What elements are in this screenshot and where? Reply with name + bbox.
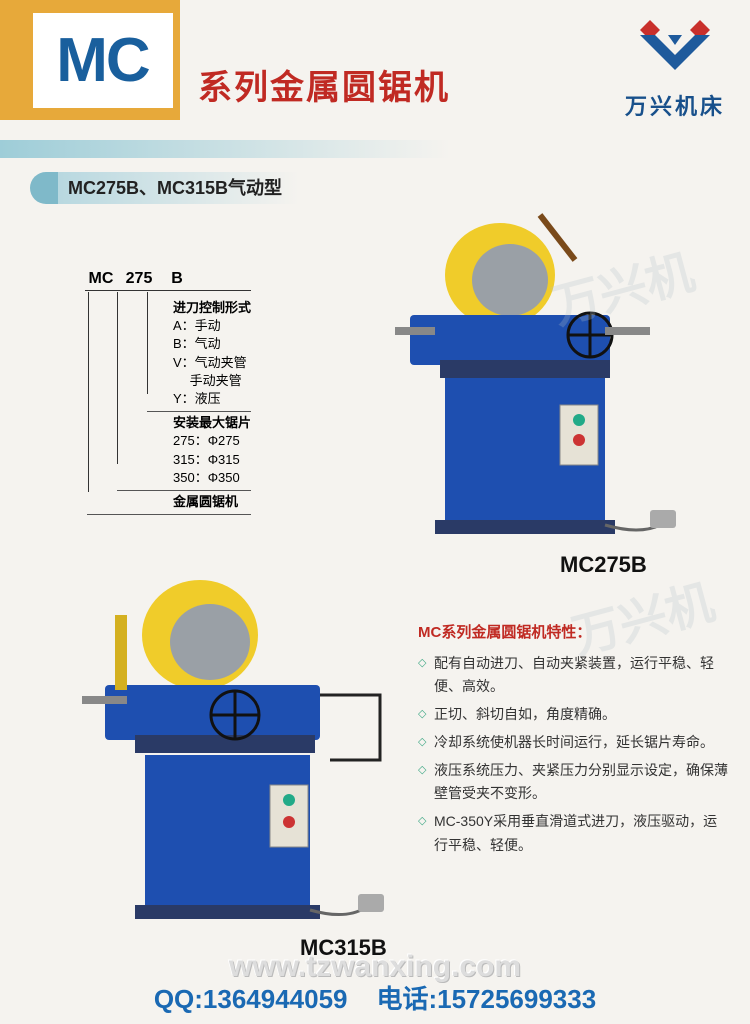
key-line: 350：Φ350	[173, 469, 251, 487]
model-code: MC 275 B	[85, 270, 251, 291]
key-group-title: 进刀控制形式	[173, 299, 251, 317]
key-group-title: 金属圆锯机	[173, 493, 251, 511]
key-line: A：手动	[173, 317, 251, 335]
qq-label: QQ:	[154, 984, 203, 1014]
divider-bar	[0, 140, 750, 158]
code-part: 275	[123, 270, 155, 288]
model-label-1: MC275B	[560, 552, 647, 578]
features-block: MC系列金属圆锯机特性： 配有自动进刀、自动夹紧装置，运行平稳、轻便、高效。正切…	[418, 620, 728, 862]
qq-value: 1364944059	[203, 984, 348, 1014]
feature-item: 液压系统压力、夹紧压力分别显示设定，确保薄壁管受夹不变形。	[418, 759, 728, 807]
key-line: Y：液压	[173, 390, 251, 408]
pill-cap	[30, 172, 58, 204]
feature-item: 正切、斜切自如，角度精确。	[418, 703, 728, 727]
features-title: MC系列金属圆锯机特性：	[418, 620, 728, 646]
feature-item: 冷却系统使机器长时间运行，延长锯片寿命。	[418, 731, 728, 755]
brand-logo-icon	[620, 15, 730, 80]
key-line: 315：Φ315	[173, 451, 251, 469]
feature-item: MC-350Y采用垂直滑道式进刀，液压驱动，运行平稳、轻便。	[418, 810, 728, 858]
phone-label: 电话:	[376, 984, 437, 1014]
key-line: 手动夹管	[173, 372, 251, 390]
code-part: B	[161, 270, 193, 288]
logo-area: 万兴机床	[620, 15, 730, 121]
mc-badge: MC	[0, 0, 180, 120]
code-part: MC	[85, 270, 117, 288]
mc-label: MC	[56, 25, 148, 96]
key-group: 安装最大锯片275：Φ275315：Φ315350：Φ350	[117, 412, 251, 491]
phone-value: 15725699333	[437, 984, 596, 1014]
brand-name: 万兴机床	[620, 89, 730, 121]
key-line: B：气动	[173, 335, 251, 353]
key-group: 进刀控制形式A：手动B：气动V：气动夹管 手动夹管Y：液压	[147, 297, 251, 412]
feature-item: 配有自动进刀、自动夹紧装置，运行平稳、轻便、高效。	[418, 652, 728, 700]
page-title: 系列金属圆锯机	[198, 60, 450, 109]
key-group-title: 安装最大锯片	[173, 414, 251, 432]
key-line: 275：Φ275	[173, 432, 251, 450]
key-group: 金属圆锯机	[87, 491, 251, 515]
machine-image-mc275b	[380, 205, 680, 545]
features-list: 配有自动进刀、自动夹紧装置，运行平稳、轻便、高效。正切、斜切自如，角度精确。冷却…	[418, 652, 728, 858]
header: MC 系列金属圆锯机 万兴机床	[0, 0, 750, 140]
subtitle: MC275B、MC315B气动型	[58, 172, 402, 204]
key-line: V：气动夹管	[173, 354, 251, 372]
contact-line: QQ:1364944059 电话:15725699333	[0, 979, 750, 1016]
model-key-diagram: MC 275 B 进刀控制形式A：手动B：气动V：气动夹管 手动夹管Y：液压安装…	[85, 270, 251, 515]
subtitle-row: MC275B、MC315B气动型	[0, 172, 750, 204]
key-groups: 进刀控制形式A：手动B：气动V：气动夹管 手动夹管Y：液压安装最大锯片275：Φ…	[85, 297, 251, 515]
machine-image-mc315b	[70, 560, 390, 930]
